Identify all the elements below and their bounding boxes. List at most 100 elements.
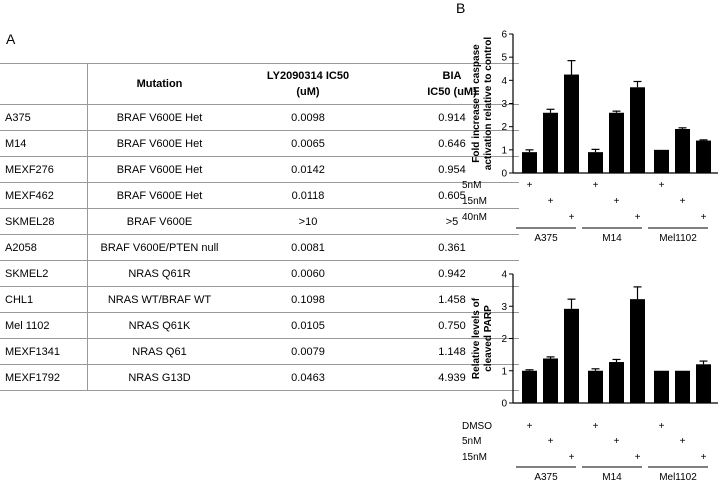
table-header-text: Mutation xyxy=(136,78,183,90)
bar xyxy=(564,74,579,173)
condition-marker: + xyxy=(593,421,599,432)
bar xyxy=(696,140,711,173)
y-tick-label: 2 xyxy=(501,122,507,133)
bar xyxy=(630,87,645,173)
table-cell: 0.605 xyxy=(385,182,519,209)
table-cell: BRAF V600E Het xyxy=(87,130,231,157)
y-tick-label: 2 xyxy=(501,334,507,345)
y-axis-label-line: Fold increase in caspase xyxy=(471,44,482,163)
table-cell: NRAS WT/BRAF WT xyxy=(87,286,231,313)
group-label: Mel1102 xyxy=(659,233,697,244)
condition-marker: + xyxy=(548,436,554,447)
table-cell: 0.0079 xyxy=(231,338,385,365)
table-cell: >5 xyxy=(385,208,519,235)
table-cell: 0.0081 xyxy=(231,234,385,261)
condition-label: 15nM xyxy=(462,196,487,207)
table-cell: 0.942 xyxy=(385,260,519,287)
table-cell: BRAF V600E Het xyxy=(87,104,231,131)
group-label: M14 xyxy=(602,233,622,244)
table-row: SKMEL28 BRAF V600E >10 >5 xyxy=(0,208,519,235)
bar xyxy=(675,370,690,403)
table-cell: NRAS Q61 xyxy=(87,338,231,365)
table-cell: 0.361 xyxy=(385,234,519,261)
group-label: M14 xyxy=(602,472,622,483)
table-header-text: (uM) xyxy=(296,86,320,98)
group-label: Mel1102 xyxy=(659,472,697,483)
table-header-cell: LY2090314 IC50 (uM) xyxy=(231,63,385,105)
condition-marker: + xyxy=(527,421,533,432)
table-cell: NRAS Q61R xyxy=(87,260,231,287)
condition-marker: + xyxy=(701,212,707,223)
caspase-activation-chart: 0 1 2 3 4 5 6 Fold increase in caspaseactivatio… xyxy=(462,30,718,244)
table-cell: A2058 xyxy=(0,234,88,261)
table-cell: 0.0098 xyxy=(231,104,385,131)
table-header-cell: BIA IC50 (uM) xyxy=(385,63,519,105)
y-tick-label: 0 xyxy=(501,169,507,180)
bar xyxy=(564,308,579,403)
condition-marker: + xyxy=(659,421,665,432)
table-cell: CHL1 xyxy=(0,286,88,313)
condition-label: 40nM xyxy=(462,212,487,223)
panel-label-b: B xyxy=(456,0,466,16)
y-tick-label: 0 xyxy=(501,399,507,410)
table-cell: 4.939 xyxy=(385,364,519,391)
table-cell: 1.458 xyxy=(385,286,519,313)
table-cell: BRAF V600E Het xyxy=(87,182,231,209)
bar xyxy=(609,362,624,403)
condition-marker: + xyxy=(680,436,686,447)
y-tick-label: 3 xyxy=(501,302,507,313)
table-cell: 1.148 xyxy=(385,338,519,365)
condition-label: DMSO xyxy=(462,421,492,432)
ic50-table: Mutation LY2090314 IC50 (uM) BIA IC50 (uM) A… xyxy=(0,63,519,391)
table-cell: 0.0105 xyxy=(231,312,385,339)
condition-marker: + xyxy=(569,452,575,463)
table-cell: 0.646 xyxy=(385,130,519,157)
table-row: MEXF276 BRAF V600E Het 0.0142 0.954 xyxy=(0,156,519,183)
y-tick-label: 3 xyxy=(501,99,507,110)
condition-marker: + xyxy=(593,180,599,191)
y-axis-label-line: Relative levels of xyxy=(471,297,482,379)
table-row: A2058 BRAF V600E/PTEN null 0.0081 0.361 xyxy=(0,234,519,261)
bar xyxy=(588,152,603,173)
group-label: A375 xyxy=(534,472,558,483)
table-cell: 0.914 xyxy=(385,104,519,131)
bar xyxy=(522,152,537,173)
bar xyxy=(654,149,669,173)
condition-marker: + xyxy=(569,212,575,223)
table-row: MEXF1341 NRAS Q61 0.0079 1.148 xyxy=(0,338,519,365)
table-cell: NRAS Q61K xyxy=(87,312,231,339)
cleaved-parp-chart: 0 1 2 3 4 Relative levels ofcleaved PARP + + + + +… xyxy=(462,270,718,483)
y-tick-label: 4 xyxy=(501,270,507,281)
bar xyxy=(630,299,645,403)
y-tick-label: 6 xyxy=(501,30,507,41)
table-cell: MEXF1341 xyxy=(0,338,88,365)
table-cell: SKMEL28 xyxy=(0,208,88,235)
table-cell: 0.0142 xyxy=(231,156,385,183)
y-tick-label: 4 xyxy=(501,76,507,87)
table-body: A375 BRAF V600E Het 0.0098 0.914 M14 BRAF V60… xyxy=(0,104,519,391)
condition-marker: + xyxy=(548,196,554,207)
condition-label: 15nM xyxy=(462,452,487,463)
bar xyxy=(543,358,558,403)
table-header-text: LY2090314 IC50 xyxy=(266,70,350,82)
y-tick-label: 5 xyxy=(501,53,507,64)
condition-marker: + xyxy=(659,180,665,191)
table-cell: BRAF V600E/PTEN null xyxy=(87,234,231,261)
table-cell: SKMEL2 xyxy=(0,260,88,287)
condition-marker: + xyxy=(614,436,620,447)
table-cell: MEXF462 xyxy=(0,182,88,209)
y-tick-label: 1 xyxy=(501,366,507,377)
table-header-text: IC50 (uM) xyxy=(427,86,477,98)
condition-label: 5nM xyxy=(462,180,481,191)
table-cell: 0.954 xyxy=(385,156,519,183)
table-row: MEXF1792 NRAS G13D 0.0463 4.939 xyxy=(0,364,519,391)
table-cell: NRAS G13D xyxy=(87,364,231,391)
condition-label: 5nM xyxy=(462,436,481,447)
table-cell: MEXF1792 xyxy=(0,364,88,391)
bar xyxy=(588,370,603,403)
y-axis-label-line: activation relative to control xyxy=(483,37,494,171)
table-cell: 0.0118 xyxy=(231,182,385,209)
table-cell: 0.1098 xyxy=(231,286,385,313)
bar xyxy=(609,112,624,173)
panel-label-a: A xyxy=(6,31,16,47)
